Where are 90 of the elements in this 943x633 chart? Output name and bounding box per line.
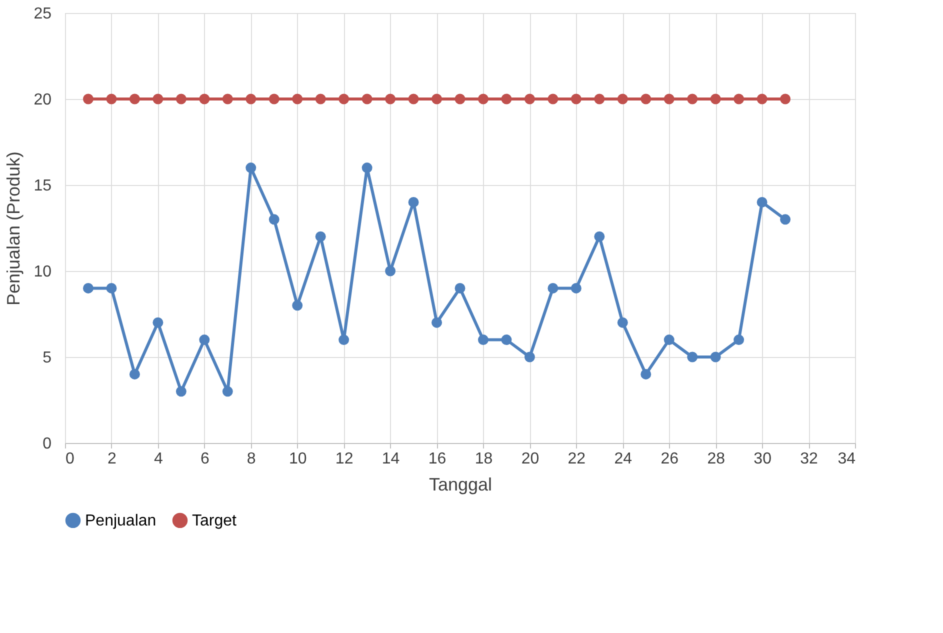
x-tick-label: 20 [521,450,540,468]
point [199,334,210,346]
y-axis-title: Penjualan (Produk) [4,151,24,306]
x-tick-label: 30 [754,450,772,468]
legend-label: Penjualan [85,512,156,530]
point [570,94,582,104]
point [432,94,442,104]
x-tick-label: 6 [200,450,210,468]
x-tick-label: 16 [428,450,446,468]
x-tick-label: 24 [614,450,632,468]
x-axis-title: Tanggal [428,474,492,494]
point [640,94,652,104]
x-tick-label: 32 [800,450,818,468]
x-tick-label: 12 [335,450,354,468]
point [664,334,674,346]
y-tick-label: 20 [34,92,52,108]
x-tick-label: 10 [288,450,307,468]
point [524,94,535,104]
y-tick-label: 15 [34,178,52,194]
point [478,94,488,104]
point [268,94,280,104]
point [152,94,164,104]
point [617,94,628,104]
x-tick-label: 2 [108,450,117,468]
point [501,334,512,346]
point [222,386,233,397]
point [152,317,164,328]
x-tick-label: 8 [246,450,256,468]
point [780,94,791,104]
y-tick-label: 10 [34,264,52,280]
point [734,94,744,104]
point [594,94,605,104]
point [548,282,558,294]
point [129,368,140,380]
point [640,368,652,380]
point [385,266,396,276]
point [82,282,94,294]
point [315,231,326,242]
point [756,196,768,208]
point [246,162,256,174]
point [106,94,117,104]
x-tick-label: 4 [154,450,163,468]
point [524,352,535,362]
point [734,334,744,346]
point [106,282,117,294]
point [617,317,628,328]
point [687,94,698,104]
x-tick-label: 14 [382,450,400,468]
point [385,94,396,104]
point [338,94,350,104]
point [687,352,698,362]
point [478,334,488,346]
point [176,386,186,397]
point [338,334,350,346]
y-tick-label: 5 [42,350,52,366]
point [570,282,582,294]
point [432,317,442,328]
point [292,94,303,104]
point [246,94,256,104]
x-tick-label: 0 [66,450,74,468]
point [129,94,140,104]
point [594,231,605,242]
point [176,94,186,104]
x-tick-label: 26 [660,450,679,468]
point [454,94,466,104]
point [199,94,210,104]
x-tick-label: 34 [838,450,856,468]
x-tick-label: 22 [568,450,586,468]
point [362,162,372,174]
point [710,352,721,362]
point [756,94,768,104]
point [454,282,466,294]
x-tick-label: 28 [707,450,726,468]
point [315,94,326,104]
point [292,300,303,311]
point [710,94,721,104]
point [408,94,419,104]
point [408,196,419,208]
x-tick-label: 18 [474,450,493,468]
y-tick-label: 0 [42,436,52,452]
point [222,94,233,104]
point [501,94,512,104]
point [780,214,791,225]
point [268,214,280,225]
point [362,94,372,104]
point [548,94,558,104]
y-tick-label: 25 [34,6,52,22]
point [82,94,94,104]
legend-label: Target [192,512,238,530]
point [664,94,674,104]
